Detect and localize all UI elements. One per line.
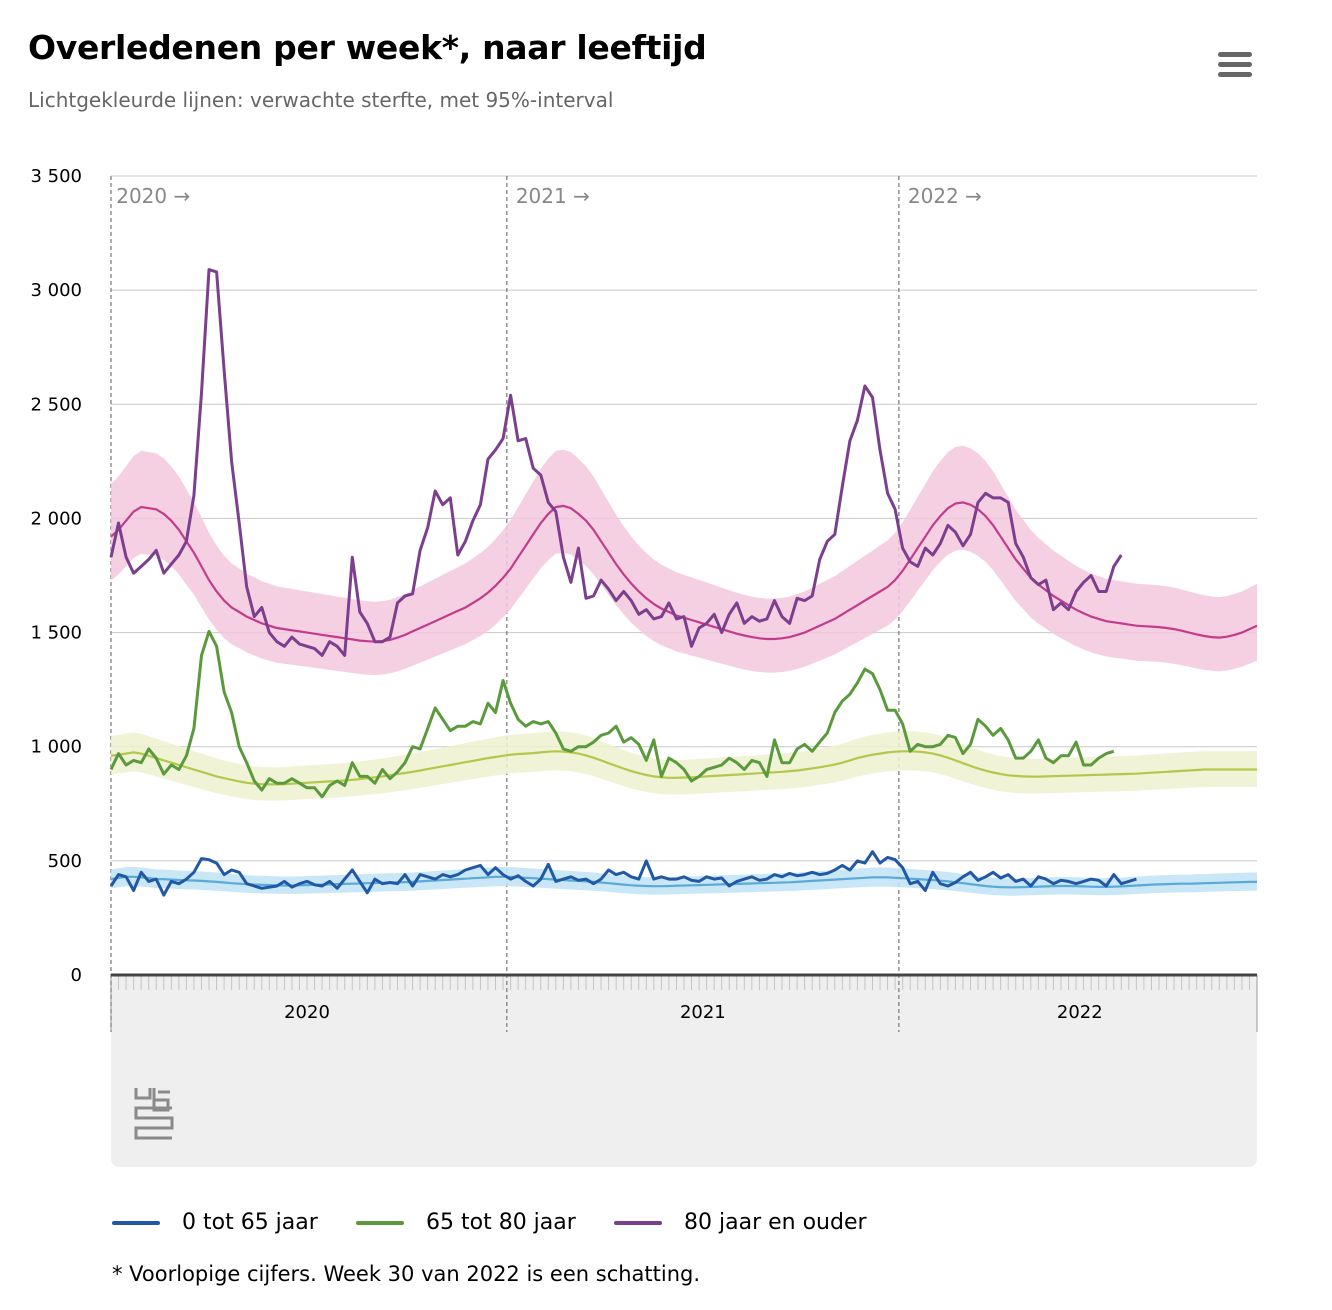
y-tick-label: 3 500 — [30, 166, 82, 187]
series-lines — [109, 268, 1137, 897]
y-tick-label: 3 000 — [30, 280, 82, 301]
menu-bar — [1218, 62, 1252, 67]
series-line — [109, 629, 1115, 799]
legend-item-0-65[interactable]: 0 tot 65 jaar — [112, 1210, 318, 1235]
expected-band — [111, 867, 1257, 896]
menu-bar — [1218, 52, 1252, 57]
y-tick-label: 2 000 — [30, 508, 82, 529]
x-tick-label: 2022 — [1057, 1002, 1103, 1023]
legend-item-80-plus[interactable]: 80 jaar en ouder — [614, 1210, 867, 1235]
expected-interval-bands — [111, 445, 1257, 896]
series-line — [109, 268, 1123, 657]
logo-stroke — [134, 1106, 174, 1140]
expected-lines — [110, 501, 1258, 889]
legend-label: 0 tot 65 jaar — [182, 1210, 318, 1235]
y-axis: 0 500 1 000 1 500 2 000 2 500 3 000 3 500 — [30, 166, 82, 986]
legend-swatch — [356, 1220, 404, 1225]
expected-line — [110, 875, 1257, 889]
logo-stroke — [134, 1088, 152, 1100]
legend-swatch — [112, 1220, 160, 1225]
legend-label: 80 jaar en ouder — [684, 1210, 867, 1235]
legend-item-65-80[interactable]: 65 tot 80 jaar — [356, 1210, 576, 1235]
year-tag: 2020 → — [116, 184, 190, 208]
y-tick-label: 500 — [48, 851, 82, 872]
expected-band — [111, 445, 1257, 675]
x-axis: 2020 2020 → 2021 2021 → 2022 2022 → — [111, 184, 1257, 1023]
legend-label: 65 tot 80 jaar — [426, 1210, 576, 1235]
y-tick-label: 0 — [71, 965, 82, 986]
y-tick-label: 1 000 — [30, 737, 82, 758]
expected-band — [111, 731, 1257, 801]
footnote: * Voorlopige cijfers. Week 30 van 2022 i… — [112, 1262, 701, 1286]
navigator-background — [111, 975, 1257, 1167]
chart-title: Overledenen per week*, naar leeftijd — [28, 28, 707, 67]
series-line — [109, 850, 1137, 897]
grid — [110, 175, 1257, 1032]
logo-stroke — [152, 1088, 170, 1112]
cbs-logo-icon — [134, 1088, 174, 1140]
y-tick-label: 2 500 — [30, 394, 82, 415]
legend-swatch — [614, 1220, 662, 1225]
y-tick-label: 1 500 — [30, 623, 82, 644]
chart-subtitle: Lichtgekleurde lijnen: verwachte sterfte… — [28, 88, 614, 112]
year-tag: 2021 → — [516, 184, 590, 208]
year-tag: 2022 → — [908, 184, 982, 208]
x-tick-label: 2020 — [284, 1002, 330, 1023]
navigator-panel[interactable] — [110, 975, 1258, 1167]
x-tick-label: 2021 — [680, 1002, 726, 1023]
hamburger-menu-icon[interactable] — [1214, 48, 1256, 82]
menu-bar — [1218, 72, 1252, 77]
